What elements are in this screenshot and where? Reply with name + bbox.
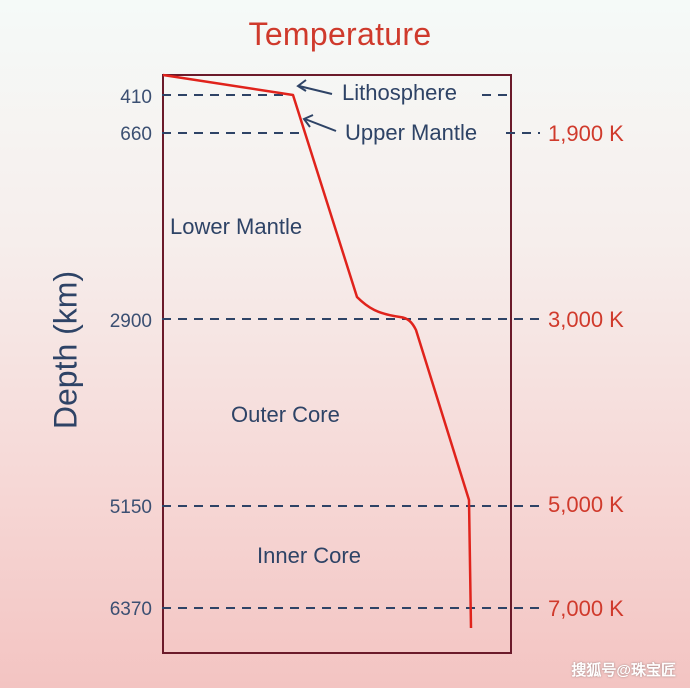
depth-tick-2900: 2900 [109,311,152,332]
layer-label-lithosphere: Lithosphere [342,80,457,105]
depth-tick-6370: 6370 [109,599,152,620]
watermark: 搜狐号@珠宝匠 [571,662,676,679]
temperature-tick-1900: 1,900 K [548,121,624,146]
temperature-profile-curve [162,73,473,629]
depth-tick-5150: 5150 [109,497,152,518]
earth-profile-frame [162,74,512,654]
temperature-tick-7000: 7,000 K [548,596,624,621]
layer-label-inner-core: Inner Core [257,543,361,568]
arrow-left-icon [296,79,333,95]
temperature-tick-5000: 5,000 K [548,492,624,517]
layer-label-upper-mantle: Upper Mantle [345,120,478,145]
temperature-tick-3000: 3,000 K [548,307,624,332]
arrow-left-icon [302,114,337,132]
layer-label-lower-mantle: Lower Mantle [170,214,303,239]
depth-tick-660: 660 [120,124,152,145]
layer-label-outer-core: Outer Core [231,402,340,427]
depth-tick-410: 410 [120,87,152,108]
diagram-title: Temperature [248,16,432,52]
